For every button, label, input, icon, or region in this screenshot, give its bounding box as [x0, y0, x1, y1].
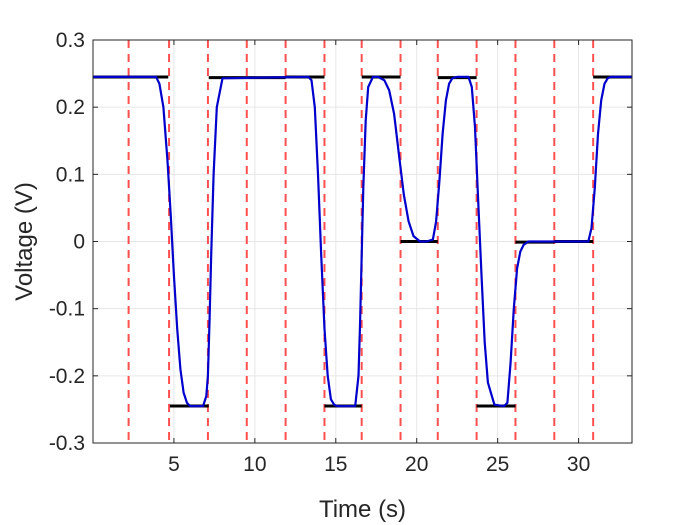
x-tick-label: 5 [168, 453, 180, 476]
y-tick-label: -0.2 [49, 365, 85, 388]
y-tick-label: -0.1 [49, 298, 85, 321]
x-tick-label: 20 [405, 453, 428, 476]
x-tick-label: 30 [567, 453, 590, 476]
y-tick-label: 0.2 [56, 96, 85, 119]
x-tick-label: 25 [486, 453, 509, 476]
y-tick-label: 0 [73, 231, 85, 254]
y-axis-ticks: -0.3 -0.2 -0.1 0 0.1 0.2 0.3 [49, 29, 632, 455]
x-axis-label: Time (s) [319, 496, 406, 523]
y-tick-label: 0.1 [56, 163, 85, 186]
y-axis-label: Voltage (V) [11, 182, 38, 301]
y-tick-label: 0.3 [56, 29, 85, 52]
x-tick-label: 10 [243, 453, 266, 476]
y-tick-label: -0.3 [49, 432, 85, 455]
series-layer [93, 75, 632, 408]
x-axis-ticks: 5 10 15 20 25 30 [168, 40, 590, 476]
x-tick-label: 15 [324, 453, 347, 476]
voltage-signal-line [93, 75, 632, 408]
